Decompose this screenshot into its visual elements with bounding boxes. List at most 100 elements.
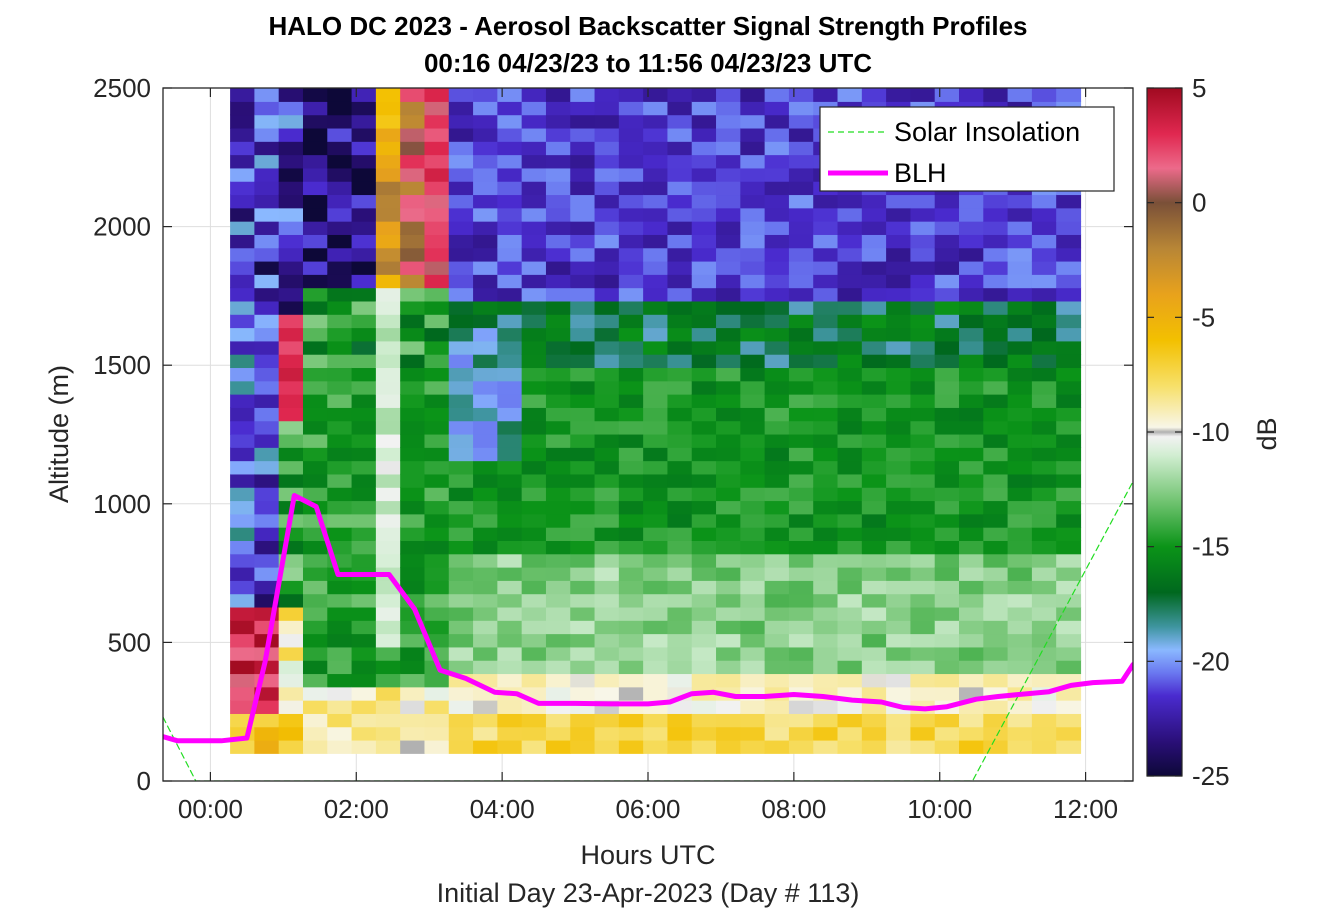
- heatmap-cell: [448, 260, 474, 275]
- heatmap-cell: [667, 234, 693, 249]
- heatmap-cell: [740, 726, 766, 741]
- heatmap-cell: [837, 460, 863, 475]
- heatmap-cell: [691, 540, 717, 555]
- heatmap-cell: [424, 700, 450, 714]
- heatmap-cell: [473, 527, 498, 541]
- heatmap-cell: [983, 606, 1009, 621]
- heatmap-cell: [570, 167, 596, 182]
- heatmap-cell: [788, 154, 814, 169]
- heatmap-cell: [424, 500, 450, 515]
- heatmap-cell: [448, 620, 474, 635]
- heatmap-cell: [497, 367, 523, 382]
- heatmap-cell: [448, 287, 474, 302]
- heatmap-cell: [594, 487, 620, 502]
- heatmap-cell: [497, 88, 523, 102]
- heatmap-cell: [667, 500, 693, 515]
- heatmap-cell: [400, 739, 426, 754]
- heatmap-cell: [497, 646, 523, 661]
- heatmap-cell: [1056, 713, 1082, 728]
- heatmap-cell: [886, 686, 912, 701]
- heatmap-cell: [400, 540, 426, 555]
- heatmap-cell: [351, 88, 377, 102]
- heatmap-cell: [667, 154, 693, 169]
- heatmap-cell: [691, 300, 717, 315]
- heatmap-cell: [521, 141, 547, 156]
- heatmap-cell: [886, 260, 912, 275]
- heatmap-cell: [327, 660, 353, 675]
- heatmap-cell: [230, 633, 255, 648]
- heatmap-cell: [788, 606, 814, 621]
- heatmap-cell: [983, 487, 1009, 502]
- heatmap-cell: [959, 221, 984, 235]
- heatmap-cell: [643, 154, 669, 169]
- heatmap-cell: [1007, 367, 1033, 382]
- heatmap-cell: [448, 300, 474, 315]
- heatmap-cell: [667, 354, 693, 369]
- heatmap-cell: [400, 194, 426, 209]
- heatmap-cell: [278, 447, 304, 462]
- heatmap-cell: [327, 380, 353, 395]
- heatmap-cell: [594, 433, 620, 448]
- heatmap-cell: [1056, 527, 1082, 541]
- heatmap-cell: [448, 221, 474, 235]
- heatmap-cell: [400, 726, 426, 741]
- heatmap-cell: [497, 660, 523, 675]
- heatmap-cell: [1056, 553, 1082, 568]
- heatmap-cell: [618, 633, 644, 648]
- heatmap-cell: [934, 606, 960, 621]
- heatmap-cell: [327, 513, 353, 528]
- heatmap-cell: [400, 700, 426, 714]
- heatmap-cell: [327, 473, 353, 488]
- heatmap-cell: [594, 234, 620, 249]
- heatmap-cell: [1031, 646, 1057, 661]
- heatmap-cell: [716, 567, 741, 581]
- heatmap-cell: [545, 540, 571, 555]
- heatmap-cell: [302, 633, 328, 648]
- heatmap-cell: [764, 646, 790, 661]
- heatmap-cell: [424, 593, 450, 608]
- heatmap-cell: [278, 606, 304, 621]
- heatmap-cell: [837, 300, 863, 315]
- heatmap-cell: [764, 88, 790, 102]
- heatmap-cell: [788, 300, 814, 315]
- heatmap-cell: [545, 713, 571, 728]
- heatmap-cell: [473, 513, 498, 528]
- heatmap-cell: [983, 314, 1009, 329]
- heatmap-cell: [934, 553, 960, 568]
- heatmap-cell: [545, 513, 571, 528]
- heatmap-cell: [521, 487, 547, 502]
- heatmap-cell: [886, 646, 912, 661]
- heatmap-cell: [959, 367, 984, 382]
- heatmap-cell: [351, 287, 377, 302]
- heatmap-cell: [448, 234, 474, 249]
- heatmap-cell: [691, 127, 717, 142]
- heatmap-cell: [691, 287, 717, 302]
- heatmap-cell: [497, 207, 523, 222]
- heatmap-cell: [1007, 646, 1033, 661]
- heatmap-cell: [1007, 460, 1033, 475]
- heatmap-cell: [886, 726, 912, 741]
- heatmap-cell: [716, 726, 741, 741]
- heatmap-cell: [910, 300, 936, 315]
- heatmap-cell: [618, 500, 644, 515]
- heatmap-cell: [1031, 207, 1057, 222]
- heatmap-cell: [521, 473, 547, 488]
- heatmap-cell: [764, 327, 790, 342]
- heatmap-cell: [691, 114, 717, 129]
- heatmap-cell: [545, 739, 571, 754]
- heatmap-cell: [740, 327, 766, 342]
- heatmap-cell: [886, 194, 912, 209]
- heatmap-cell: [764, 207, 790, 222]
- heatmap-cell: [691, 354, 717, 369]
- heatmap-cell: [1007, 567, 1033, 581]
- heatmap-cell: [643, 287, 669, 302]
- heatmap-cell: [618, 101, 644, 116]
- heatmap-cell: [837, 314, 863, 329]
- heatmap-cell: [424, 513, 450, 528]
- heatmap-cell: [788, 327, 814, 342]
- legend: Solar Insolation BLH: [819, 106, 1115, 192]
- heatmap-cell: [351, 487, 377, 502]
- heatmap-cell: [351, 181, 377, 196]
- heatmap-cell: [521, 340, 547, 355]
- heatmap-cell: [375, 593, 401, 608]
